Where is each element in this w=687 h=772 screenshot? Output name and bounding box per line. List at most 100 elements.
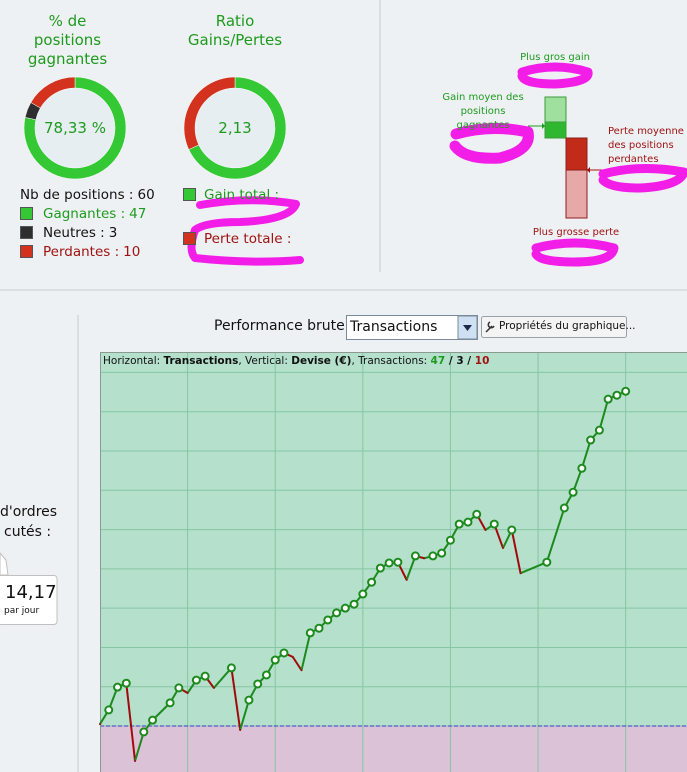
- line-segment: [134, 731, 145, 762]
- point: [253, 679, 263, 689]
- loss-total: Perte totale :: [204, 231, 292, 247]
- point: [559, 503, 569, 513]
- text: Devise (€): [291, 355, 352, 367]
- max-loss-label: Plus grosse perte: [532, 227, 620, 238]
- value: 60: [137, 187, 155, 203]
- point: [239, 728, 242, 731]
- line-segment: [520, 561, 548, 575]
- button-label[interactable]: Propriétés du graphique...: [499, 320, 636, 332]
- text: , Vertical:: [238, 355, 292, 367]
- point: [454, 519, 464, 529]
- label: Gagnantes :: [43, 206, 126, 222]
- point: [113, 682, 123, 692]
- arrow: [542, 123, 545, 129]
- plot-area-negative: [100, 726, 687, 772]
- point: [270, 655, 280, 665]
- point: [323, 615, 333, 625]
- line-segment: [598, 398, 610, 431]
- point: [568, 487, 578, 497]
- text: Horizontal:: [103, 355, 164, 367]
- line-segment: [545, 507, 566, 563]
- donut-center: [35, 88, 115, 168]
- point: [594, 425, 604, 435]
- toolbar-label: Performance brute: [214, 318, 345, 334]
- value: 3: [108, 225, 118, 241]
- point: [349, 599, 359, 609]
- line-segment: [230, 667, 242, 731]
- point: [428, 551, 438, 561]
- text: /: [463, 355, 475, 367]
- select-box[interactable]: [346, 315, 478, 340]
- point: [423, 557, 426, 560]
- point: [489, 519, 499, 529]
- line-segment: [125, 683, 137, 762]
- point: [226, 663, 236, 673]
- point: [291, 655, 294, 658]
- plot-border: [100, 352, 687, 772]
- win-rate-value: 78,33 %: [44, 119, 106, 137]
- orders-label: cutés :: [4, 524, 52, 540]
- point: [174, 683, 184, 693]
- avg-loss-label: Perte moyenne des positions perdantes: [608, 126, 684, 165]
- legend-swatch: [20, 245, 33, 258]
- point: [332, 608, 342, 618]
- donut-segment: [183, 76, 236, 150]
- win-rate-title: % de positions gagnantes: [27, 12, 108, 68]
- point: [191, 675, 201, 685]
- legend-swatch: [20, 207, 33, 220]
- point: [437, 548, 447, 558]
- text: /: [445, 355, 457, 367]
- max-gain-label: Plus gros gain: [520, 52, 590, 63]
- point: [104, 705, 114, 715]
- point: [405, 578, 408, 581]
- point: [507, 525, 517, 535]
- orders-label: d'ordres: [0, 504, 58, 520]
- text: Transactions: [163, 355, 239, 367]
- equity-chart: [99, 352, 687, 772]
- text: 47: [430, 355, 446, 367]
- point: [445, 535, 455, 545]
- arrow-icon: [463, 325, 472, 331]
- losses-count: Perdantes :10: [43, 244, 140, 260]
- point: [305, 628, 315, 638]
- arrow: [587, 167, 590, 173]
- point: [410, 551, 420, 561]
- plot-area-positive: [100, 352, 687, 727]
- point: [375, 563, 385, 573]
- redaction: [187, 62, 687, 267]
- point: [603, 394, 613, 404]
- point: [165, 698, 175, 708]
- point: [261, 670, 271, 680]
- text: , Transactions:: [351, 355, 431, 367]
- point: [463, 517, 473, 527]
- point: [484, 528, 487, 531]
- point: [212, 686, 215, 689]
- select-value[interactable]: Transactions: [350, 319, 438, 335]
- point: [519, 572, 522, 575]
- line-segment: [300, 632, 312, 671]
- point: [621, 386, 631, 396]
- avg-loss-box: [565, 137, 588, 171]
- value: 10: [123, 244, 141, 260]
- point: [314, 623, 324, 633]
- label: Neutres :: [43, 225, 105, 241]
- donut-segment: [23, 76, 127, 180]
- label: Perdantes :: [43, 244, 120, 260]
- point: [279, 648, 289, 658]
- point: [99, 723, 101, 726]
- line-segment: [239, 699, 250, 731]
- orders-value: 14,17: [5, 582, 57, 603]
- wins-count: Gagnantes :47: [43, 206, 146, 222]
- loss-icon: [183, 232, 196, 245]
- point: [300, 669, 303, 672]
- line-segment: [580, 439, 592, 469]
- positions-count: Nb de positions :60: [20, 187, 155, 203]
- gain-icon: [183, 188, 196, 201]
- point: [367, 577, 377, 587]
- ratio-value: 2,13: [218, 119, 252, 137]
- ratio-title: Ratio Gains/Pertes: [187, 12, 283, 49]
- line-segment: [510, 529, 522, 574]
- label: Nb de positions :: [20, 187, 134, 203]
- button[interactable]: [481, 316, 627, 338]
